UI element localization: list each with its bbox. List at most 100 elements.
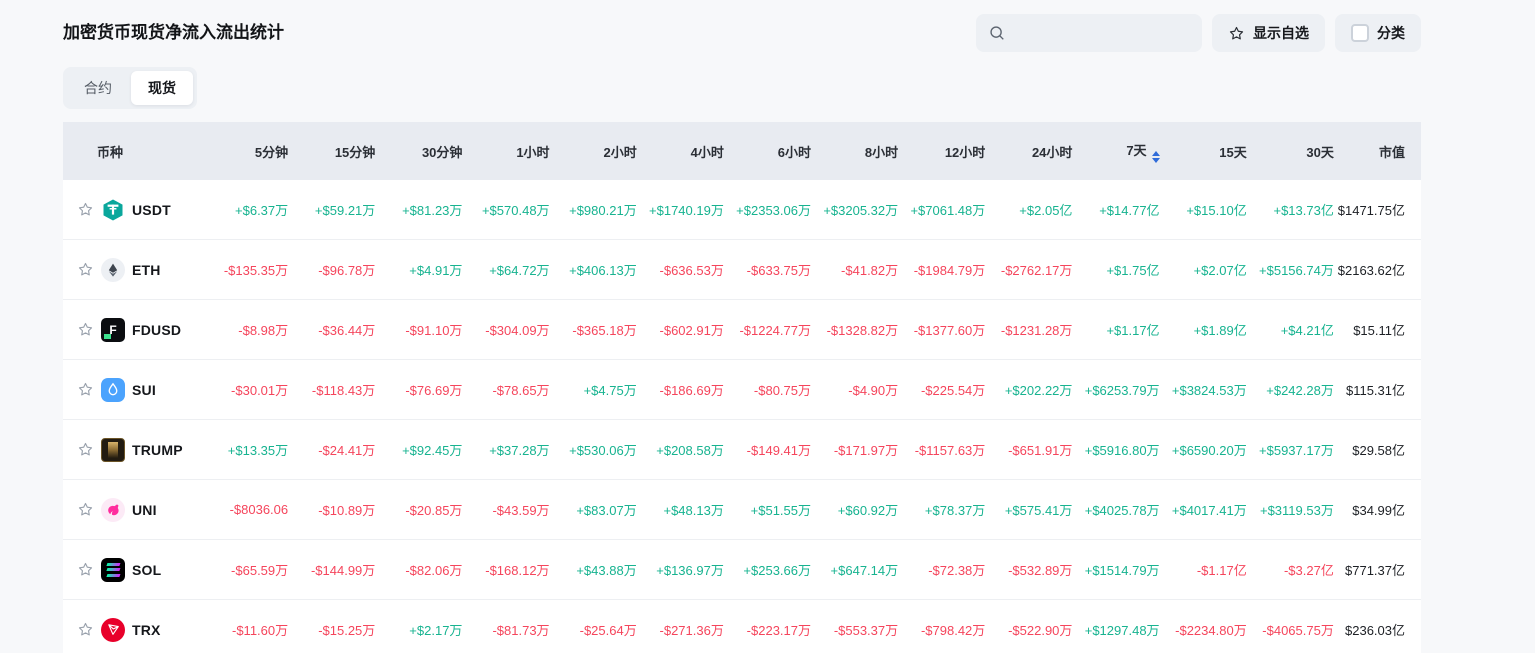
flows-table: 币种 5分钟 15分钟 30分钟 1小时 2小时 4小时 6小时 8小时 12小时 24小时 7天 15…: [63, 122, 1421, 653]
flow-value-cell: +$1514.79万: [1084, 563, 1160, 578]
market-cap-cell: $236.03亿: [1345, 623, 1405, 638]
flow-value-cell: +$7061.48万: [910, 203, 986, 218]
tab-contract[interactable]: 合约: [84, 80, 112, 96]
market-cap-cell: $771.37亿: [1345, 563, 1405, 578]
column-header-label: 15分钟: [334, 144, 376, 160]
flow-value-cell: -$15.25万: [318, 623, 376, 638]
flow-value-cell: +$4.91万: [409, 263, 463, 278]
column-header-7[interactable]: 6小时: [724, 142, 811, 161]
flow-value-cell: -$225.54万: [920, 383, 986, 398]
column-header-8[interactable]: 8小时: [811, 142, 898, 161]
flow-value-cell: +$6590.20万: [1171, 443, 1247, 458]
flow-value-cell: +$81.23万: [402, 203, 463, 218]
favorite-star-icon[interactable]: [77, 321, 94, 338]
table-row-usdt[interactable]: USDT +$6.37万 +$59.21万 +$81.23万 +$570.48万 +$98…: [63, 180, 1421, 240]
flow-value-cell: +$242.28万: [1266, 383, 1334, 398]
search-box[interactable]: [976, 14, 1202, 52]
column-header-coin[interactable]: 币种: [63, 142, 201, 161]
flow-value-cell: -$186.69万: [659, 383, 724, 398]
flow-value-cell: -$553.37万: [833, 623, 899, 638]
flow-value-cell: -$10.89万: [318, 503, 376, 518]
table-row-sui[interactable]: SUI -$30.01万 -$118.43万 -$76.69万 -$78.65万 +$4.…: [63, 360, 1421, 420]
coin-cell: TRUMP: [63, 437, 201, 462]
flow-value-cell: +$406.13万: [569, 263, 637, 278]
column-header-10[interactable]: 24小时: [985, 142, 1072, 161]
table-row-fdusd[interactable]: F FDUSD -$8.98万 -$36.44万 -$91.10万 -$304.09万 -$…: [63, 300, 1421, 360]
flow-value-cell: -$25.64万: [579, 623, 637, 638]
flow-value-cell: -$2762.17万: [1000, 263, 1073, 278]
column-header-5[interactable]: 2小时: [550, 142, 636, 161]
tab-spot[interactable]: 现货: [131, 71, 193, 105]
flow-value-cell: +$253.66万: [743, 563, 811, 578]
flow-value-cell: +$4.21亿: [1280, 323, 1334, 338]
table-row-sol[interactable]: SOL -$65.59万 -$144.99万 -$82.06万 -$168.12万 +$4…: [63, 540, 1421, 600]
flow-value-cell: -$11.60万: [232, 623, 289, 638]
coin-cell: SOL: [63, 557, 201, 582]
column-header-14[interactable]: 市值: [1334, 142, 1421, 161]
table-row-trump[interactable]: TRUMP +$13.35万 -$24.41万 +$92.45万 +$37.28万 +$5…: [63, 420, 1421, 480]
flow-value-cell: +$48.13万: [663, 503, 724, 518]
flow-value-cell: +$575.41万: [1004, 503, 1073, 518]
column-header-6[interactable]: 4小时: [637, 142, 724, 161]
flow-value-cell: -$81.73万: [492, 623, 550, 638]
flow-value-cell: -$522.90万: [1008, 623, 1073, 638]
market-type-tabs: 合约 现货: [63, 67, 197, 109]
top-bar: 加密货币现货净流入流出统计 显示自选 分: [63, 0, 1421, 53]
flow-value-cell: +$1740.19万: [649, 203, 724, 218]
flow-value-cell: -$1224.77万: [739, 323, 811, 338]
main-content: 加密货币现货净流入流出统计 显示自选 分: [63, 0, 1421, 653]
favorite-star-icon[interactable]: [77, 381, 94, 398]
sort-icon: [1151, 150, 1160, 163]
flow-value-cell: +$64.72万: [489, 263, 550, 278]
show-favorites-button[interactable]: 显示自选: [1212, 14, 1325, 52]
flow-value-cell: +$570.48万: [481, 203, 550, 218]
column-header-4[interactable]: 1小时: [462, 142, 549, 161]
column-header-label: 市值: [1378, 144, 1405, 160]
column-header-2[interactable]: 15分钟: [288, 142, 375, 161]
usdt-icon: [101, 198, 125, 222]
coin-cell: ETH: [63, 257, 201, 282]
category-checkbox[interactable]: [1351, 24, 1369, 42]
flow-value-cell: -$798.42万: [920, 623, 986, 638]
flow-value-cell: +$1.89亿: [1193, 323, 1247, 338]
favorite-star-icon[interactable]: [77, 201, 94, 218]
favorite-star-icon[interactable]: [77, 621, 94, 638]
flow-value-cell: -$1377.60万: [913, 323, 986, 338]
flow-value-cell: -$168.12万: [485, 563, 550, 578]
coin-symbol: TRX: [132, 621, 161, 638]
column-header-label: 24小时: [1031, 144, 1073, 160]
flow-value-cell: -$223.17万: [746, 623, 811, 638]
column-header-3[interactable]: 30分钟: [375, 142, 462, 161]
coin-cell: USDT: [63, 198, 201, 222]
flow-value-cell: +$43.88万: [576, 563, 637, 578]
flow-value-cell: +$5916.80万: [1084, 443, 1160, 458]
coin-symbol: ETH: [132, 261, 161, 278]
flow-value-cell: +$2.17万: [409, 623, 463, 638]
flow-value-cell: +$1297.48万: [1084, 623, 1160, 638]
favorite-star-icon[interactable]: [77, 561, 94, 578]
table-row-eth[interactable]: ETH -$135.35万 -$96.78万 +$4.91万 +$64.72万 +$406…: [63, 240, 1421, 300]
market-cap-cell: $2163.62亿: [1337, 263, 1405, 278]
flow-value-cell: +$136.97万: [656, 563, 724, 578]
column-header-13[interactable]: 30天: [1247, 142, 1333, 161]
column-header-11[interactable]: 7天: [1072, 140, 1160, 163]
flow-value-cell: +$530.06万: [569, 443, 637, 458]
flow-value-cell: -$72.38万: [928, 563, 986, 578]
category-button[interactable]: 分类: [1335, 14, 1421, 52]
table-row-trx[interactable]: TRX -$11.60万 -$15.25万 +$2.17万 -$81.73万 -$25.6…: [63, 600, 1421, 653]
search-icon: [988, 24, 1006, 42]
coin-symbol: TRUMP: [132, 441, 183, 458]
search-input[interactable]: [1014, 25, 1195, 41]
star-icon: [1228, 25, 1245, 42]
favorite-star-icon[interactable]: [77, 261, 94, 278]
favorite-star-icon[interactable]: [77, 441, 94, 458]
flow-value-cell: +$1.75亿: [1106, 263, 1160, 278]
flow-value-cell: +$13.35万: [227, 443, 289, 458]
table-row-uni[interactable]: UNI -$8036.06 -$10.89万 -$20.85万 -$43.59万 +$83…: [63, 480, 1421, 540]
coin-symbol: UNI: [132, 501, 157, 518]
column-header-1[interactable]: 5分钟: [201, 142, 288, 161]
flow-value-cell: -$532.89万: [1008, 563, 1073, 578]
column-header-9[interactable]: 12小时: [898, 142, 985, 161]
column-header-12[interactable]: 15天: [1160, 142, 1246, 161]
favorite-star-icon[interactable]: [77, 501, 94, 518]
